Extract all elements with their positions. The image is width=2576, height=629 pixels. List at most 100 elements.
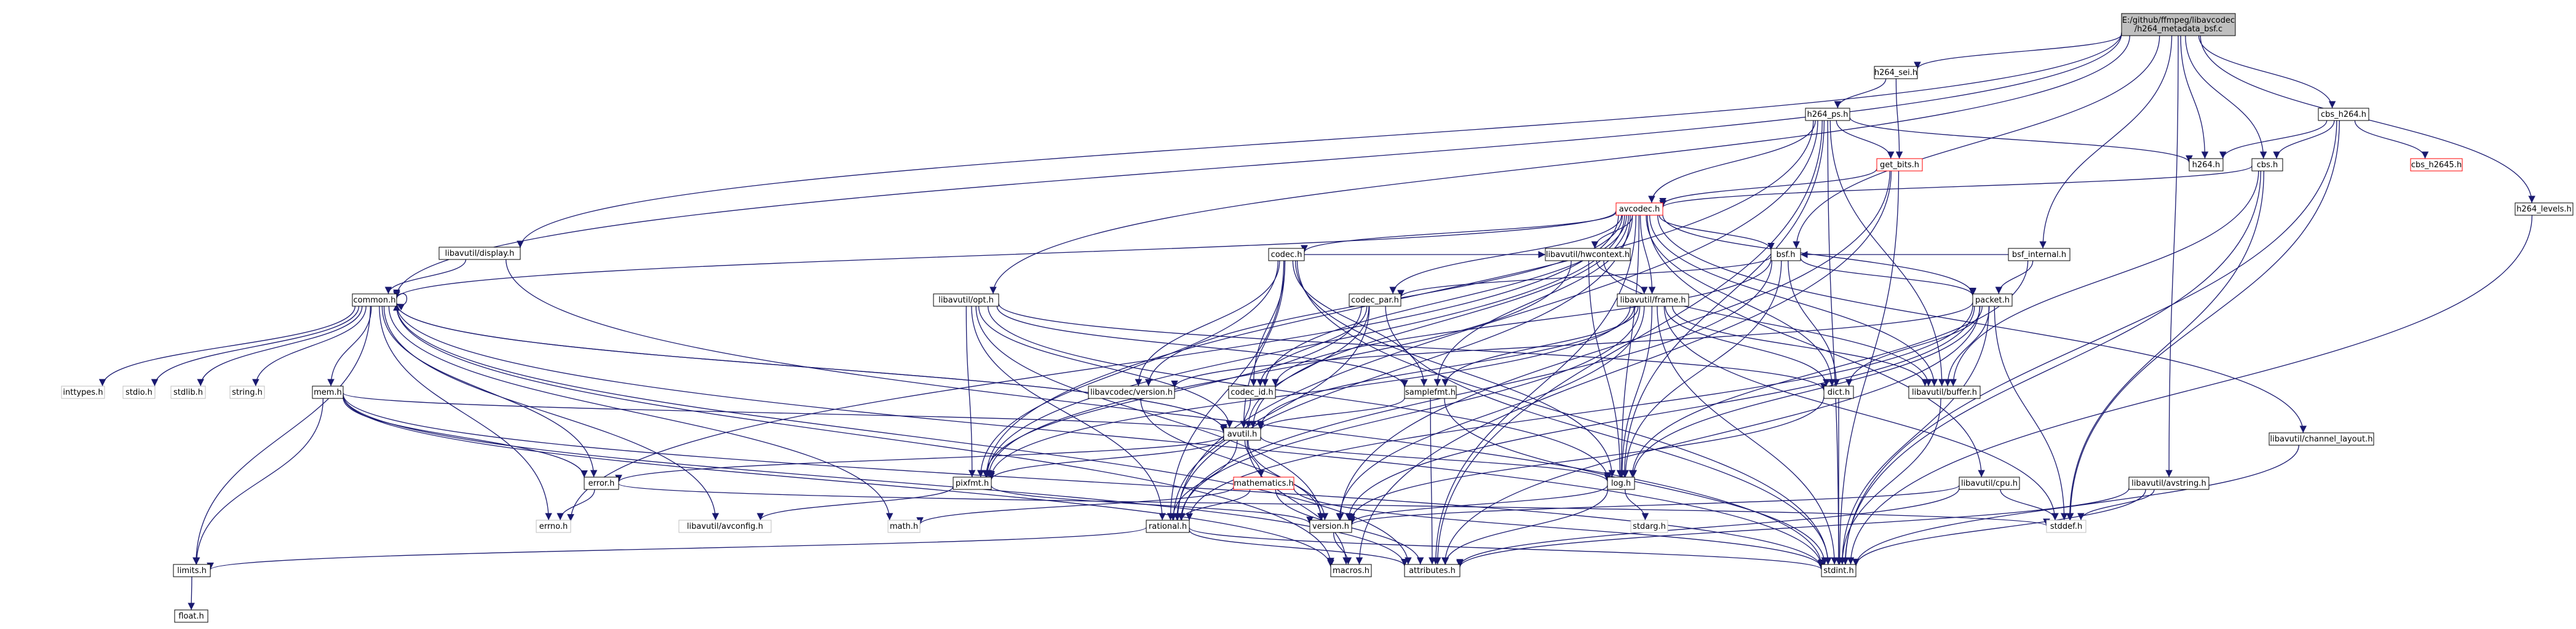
node-mem-h[interactable]: mem.h — [312, 386, 344, 399]
include-edge-avcodec_h-to-attributes_h — [1432, 215, 1636, 565]
include-edge-frame_h-to-version_h — [1336, 306, 1645, 521]
include-edge-avcodec_h-to-packet_h — [1662, 215, 1976, 295]
node-label: packet.h — [1975, 296, 2010, 305]
node-h264-levels-h[interactable]: h264_levels.h — [2515, 202, 2574, 216]
node-pixfmt-h[interactable]: pixfmt.h — [953, 477, 992, 490]
include-edge-avcodec_h-to-codec_h — [1301, 212, 1617, 253]
node-box — [2128, 477, 2209, 490]
node-avutil-h[interactable]: avutil.h — [1223, 427, 1261, 441]
node-opt-h[interactable]: libavutil/opt.h — [933, 293, 999, 307]
node-root[interactable]: E:/github/ffmpeg/libavcodec/h264_metadat… — [2121, 13, 2236, 36]
node-box — [1223, 427, 1261, 441]
node-errno-h: errno.h — [536, 520, 571, 533]
node-limits-h[interactable]: limits.h — [173, 564, 211, 577]
include-edge-get_bits_h-to-avcodec_h — [1659, 168, 1877, 205]
node-label: codec.h — [1271, 250, 1302, 259]
node-label: avcodec.h — [1619, 205, 1660, 214]
node-float-h[interactable]: float.h — [174, 609, 208, 623]
include-edge-h264_sei_h-to-get_bits_h — [1895, 78, 1903, 159]
include-edge-bsf_h-to-codec_par_h — [1397, 256, 1772, 298]
include-edge-root-to-avstring_h — [2165, 35, 2179, 478]
node-label: log.h — [1611, 479, 1631, 488]
include-edge-frame_h-to-stddef_h — [1663, 306, 2059, 521]
node-macros-h[interactable]: macros.h — [1330, 564, 1372, 577]
include-edge-common_h-to-stdio_h — [151, 306, 360, 387]
node-frame-h[interactable]: libavutil/frame.h — [1617, 293, 1689, 307]
include-edge-avcodec_h-to-bsf_h — [1659, 215, 1775, 250]
include-edge-channel_layout_h-to-stdint_h — [1852, 445, 2299, 566]
include-edge-samplefmt_h-to-attributes_h — [1429, 398, 1436, 565]
node-packet-h[interactable]: packet.h — [1972, 293, 2013, 307]
node-box — [1972, 293, 2013, 307]
include-edge-avutil_h-to-macros_h — [1246, 440, 1350, 565]
node-log-h[interactable]: log.h — [1607, 477, 1635, 490]
node-avstring-h[interactable]: libavutil/avstring.h — [2128, 477, 2209, 490]
node-dict-h[interactable]: dict.h — [1823, 386, 1854, 399]
node-string-h: string.h — [229, 386, 265, 399]
include-edge-packet_h-to-stdint_h — [1838, 306, 1989, 565]
include-edge-packet_h-to-dict_h — [1845, 306, 1983, 387]
node-cbs-h[interactable]: cbs.h — [2251, 158, 2283, 172]
node-codec-h[interactable]: codec.h — [1268, 248, 1305, 261]
include-edge-common_h-to-attributes_h — [396, 306, 1412, 565]
node-box — [1874, 66, 1918, 79]
include-edge-cpu_h-to-stddef_h — [2000, 489, 2059, 521]
include-edge-cbs_h-to-stddef_h — [2066, 170, 2265, 521]
node-box — [1617, 293, 1689, 307]
node-label: version.h — [1312, 522, 1349, 531]
node-label: libavutil/channel_layout.h — [2270, 435, 2373, 444]
include-edge-codec_h-to-avutil_h — [1240, 260, 1286, 429]
node-h264-sei-h[interactable]: h264_sei.h — [1874, 66, 1918, 79]
include-edge-cbs_h-to-buffer_h — [1949, 170, 2259, 387]
node-get-bits-h[interactable]: get_bits.h — [1876, 158, 1923, 172]
node-lavc-version-h[interactable]: libavcodec/version.h — [1088, 386, 1175, 399]
include-edge-cpu_h-to-version_h — [1348, 485, 1960, 526]
node-cbs-h264-h[interactable]: cbs_h264.h — [2318, 108, 2369, 121]
node-box — [1233, 477, 1294, 490]
include-edge-root-to-display_h — [517, 32, 2122, 248]
node-h264-ps-h[interactable]: h264_ps.h — [1805, 108, 1850, 121]
include-edge-codec_par_h-to-codec_id_h — [1256, 306, 1368, 387]
node-common-h[interactable]: common.h — [352, 293, 397, 307]
node-codec-par-h[interactable]: codec_par.h — [1349, 293, 1401, 307]
node-stdio-h: stdio.h — [122, 386, 156, 399]
include-edge-common_h-to-stdlib_h — [197, 306, 363, 387]
node-bsf-internal-h[interactable]: bsf_internal.h — [2008, 248, 2071, 261]
include-edge-root-to-cbs_h — [2185, 35, 2267, 159]
node-attributes-h[interactable]: attributes.h — [1404, 564, 1460, 577]
node-h264-h[interactable]: h264.h — [2189, 158, 2224, 172]
node-version-h[interactable]: version.h — [1309, 520, 1352, 533]
node-box — [122, 386, 156, 399]
node-mathematics-h[interactable]: mathematics.h — [1233, 477, 1294, 490]
include-edge-cbs_h264_h-to-cbs_h2645_h — [2354, 120, 2429, 159]
include-edge-packet_h-to-lavc_version_h — [1171, 302, 1973, 388]
node-display-h[interactable]: libavutil/display.h — [438, 247, 521, 260]
node-codec-id-h[interactable]: codec_id.h — [1228, 386, 1276, 399]
node-rational-h[interactable]: rational.h — [1146, 520, 1190, 533]
node-label: libavcodec/version.h — [1090, 388, 1173, 397]
node-bsf-h[interactable]: bsf.h — [1770, 248, 1801, 261]
node-cbs-h2645-h[interactable]: cbs_h2645.h — [2410, 158, 2463, 172]
include-edge-hwcontext_h-to-log_h — [1588, 260, 1624, 478]
node-label: error.h — [589, 479, 615, 488]
include-edge-common_h-to-inttypes_h — [98, 306, 356, 387]
node-box — [1908, 386, 1981, 399]
node-label: stdlib.h — [173, 388, 203, 397]
include-edge-mem_h-to-stdint_h — [343, 394, 1825, 569]
node-hwcontext-h[interactable]: libavutil/hwcontext.h — [1545, 248, 1631, 261]
include-edge-cbs_h264_h-to-h264_h — [2219, 120, 2328, 159]
node-label: codec_par.h — [1351, 296, 1399, 305]
node-samplefmt-h[interactable]: samplefmt.h — [1404, 386, 1457, 399]
node-cpu-h[interactable]: libavutil/cpu.h — [1959, 477, 2020, 490]
include-edge-avutil_h-to-common_h — [393, 303, 1224, 432]
node-channel-layout-h[interactable]: libavutil/channel_layout.h — [2269, 432, 2374, 446]
include-edge-avcodec_h-to-dict_h — [1646, 215, 1836, 387]
node-buffer-h[interactable]: libavutil/buffer.h — [1908, 386, 1981, 399]
node-stdint-h[interactable]: stdint.h — [1821, 564, 1857, 577]
include-edge-root-to-h264_h — [2180, 35, 2209, 159]
include-edge-packet_h-to-attributes_h — [1441, 306, 1980, 565]
node-avcodec-h[interactable]: avcodec.h — [1615, 202, 1663, 216]
include-edge-avcodec_h-to-hwcontext_h — [1591, 215, 1633, 249]
node-error-h[interactable]: error.h — [584, 477, 619, 490]
